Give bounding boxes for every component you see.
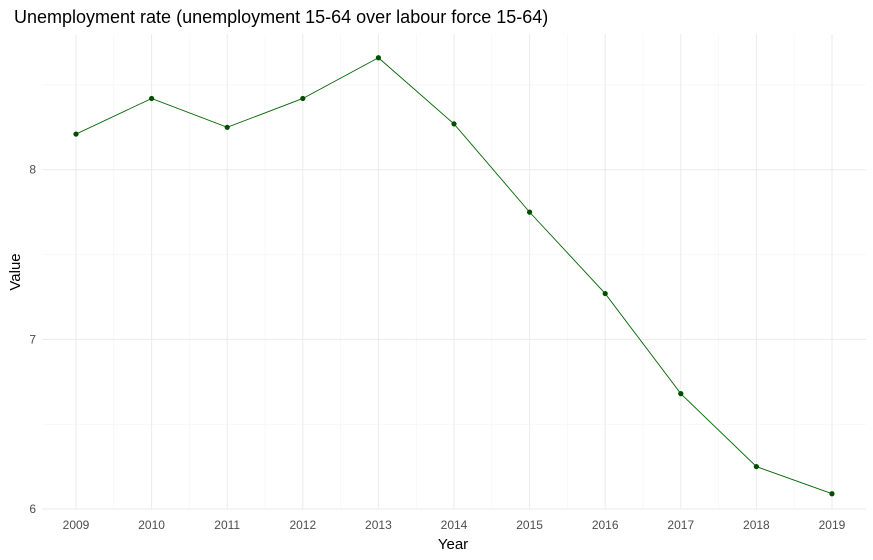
x-tick-label: 2012 xyxy=(289,518,316,532)
data-point xyxy=(451,121,457,127)
x-tick-label: 2009 xyxy=(63,518,90,532)
x-axis-title: Year xyxy=(438,536,468,553)
series-group xyxy=(73,55,835,497)
data-point xyxy=(375,55,382,61)
x-tick-label: 2016 xyxy=(592,518,619,532)
x-tick-label: 2011 xyxy=(214,518,240,532)
x-tick-label: 2018 xyxy=(743,518,770,532)
x-tick-label: 2015 xyxy=(516,518,543,532)
x-tick-label: 2019 xyxy=(819,518,846,532)
data-point xyxy=(678,391,684,397)
y-tick-label: 8 xyxy=(29,163,36,177)
x-tick-label: 2017 xyxy=(667,518,694,532)
x-tick-label: 2010 xyxy=(138,518,165,532)
data-point xyxy=(526,209,533,215)
grid xyxy=(42,34,866,510)
data-point xyxy=(602,290,608,297)
data-point xyxy=(224,124,230,130)
y-axis-ticks: 6 7 8 xyxy=(29,163,36,516)
y-tick-label: 6 xyxy=(29,502,36,516)
x-axis-ticks: 2009 2010 2011 2012 2013 2014 2015 2016 2017 2018… xyxy=(63,518,846,532)
data-point xyxy=(73,131,79,137)
y-tick-label: 7 xyxy=(29,332,36,346)
x-tick-label: 2013 xyxy=(365,518,392,532)
chart-title: Unemployment rate (unemployment 15-64 ov… xyxy=(14,7,548,27)
x-tick-label: 2014 xyxy=(441,518,468,532)
data-point xyxy=(149,95,155,102)
y-axis-title: Value xyxy=(7,253,24,290)
data-point xyxy=(829,491,835,497)
data-point xyxy=(300,95,306,102)
data-point xyxy=(753,463,759,470)
